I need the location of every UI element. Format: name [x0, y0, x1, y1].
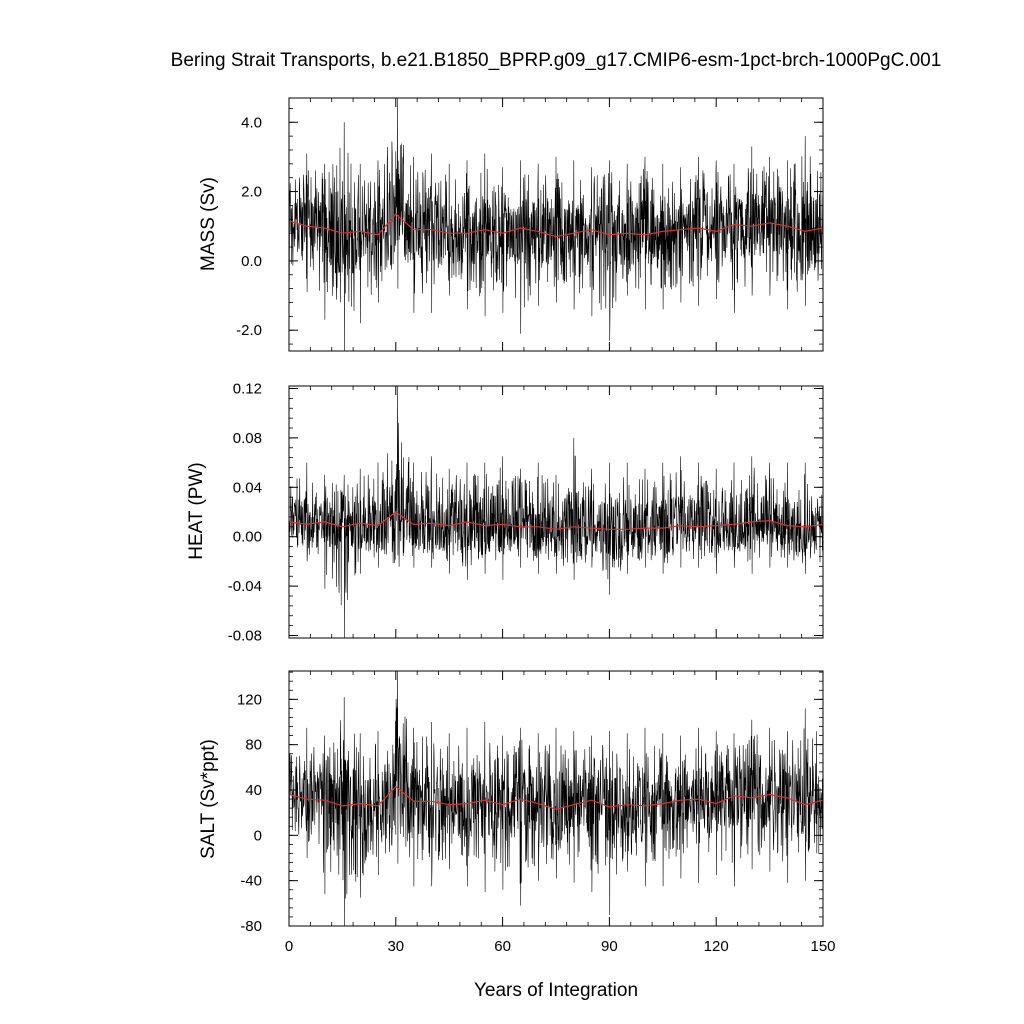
- salt-y-tick-label: -40: [240, 873, 262, 890]
- heat-y-tick-label: 0.12: [233, 380, 262, 397]
- x-tick-label: 0: [285, 938, 293, 955]
- heat-plot-frame: [288, 385, 824, 639]
- mass-annual-mean-line: [289, 213, 823, 238]
- x-tick-label: 90: [601, 938, 618, 955]
- heat-y-tick-label: 0.00: [233, 529, 262, 546]
- panel-salt: SALT (Sv*ppt) 0 30 60 90 120 150 -80 -40 0 40 80 12…: [198, 670, 836, 955]
- panel-mass: MASS (Sv) -2.0 0.0 2.0 4.0: [198, 97, 824, 352]
- mass-y-tick-label: 4.0: [241, 114, 262, 131]
- salt-y-tick-label: -80: [240, 918, 262, 935]
- salt-annual-mean-line: [289, 785, 823, 810]
- mass-y-tick-label: 2.0: [241, 184, 262, 201]
- mass-monthly-series-line: [289, 98, 823, 351]
- panel-heat: HEAT (PW) -0.08 -0.04 0.00 0.04 0.08 0.12: [186, 380, 824, 645]
- mass-y-tick-label: -2.0: [236, 322, 262, 339]
- mass-plot-frame: [288, 97, 824, 352]
- heat-annual-mean-line: [289, 511, 823, 530]
- x-tick-label: 120: [704, 938, 729, 955]
- y-axis-label-mass: MASS (Sv): [198, 177, 219, 271]
- chart-title: Bering Strait Transports, b.e21.B1850_BP…: [171, 50, 942, 71]
- heat-monthly-series-line: [289, 386, 823, 638]
- x-tick-label: 30: [387, 938, 404, 955]
- heat-y-tick-label: -0.04: [228, 578, 262, 595]
- x-tick-label: 150: [810, 938, 835, 955]
- heat-y-tick-label: 0.08: [233, 430, 262, 447]
- heat-y-tick-label: -0.08: [228, 628, 262, 645]
- x-tick-label: 60: [494, 938, 511, 955]
- salt-monthly-series-line: [289, 671, 823, 926]
- salt-y-tick-label: 120: [237, 691, 262, 708]
- mass-y-tick-label: 0.0: [241, 253, 262, 270]
- salt-y-tick-label: 40: [245, 782, 262, 799]
- salt-y-tick-label: 0: [254, 827, 262, 844]
- y-axis-label-salt: SALT (Sv*ppt): [198, 739, 219, 859]
- heat-y-tick-label: 0.04: [233, 479, 262, 496]
- y-axis-label-heat: HEAT (PW): [186, 462, 207, 559]
- x-axis-label: Years of Integration: [474, 980, 638, 1001]
- salt-y-tick-label: 80: [245, 737, 262, 754]
- salt-plot-frame: [288, 670, 824, 927]
